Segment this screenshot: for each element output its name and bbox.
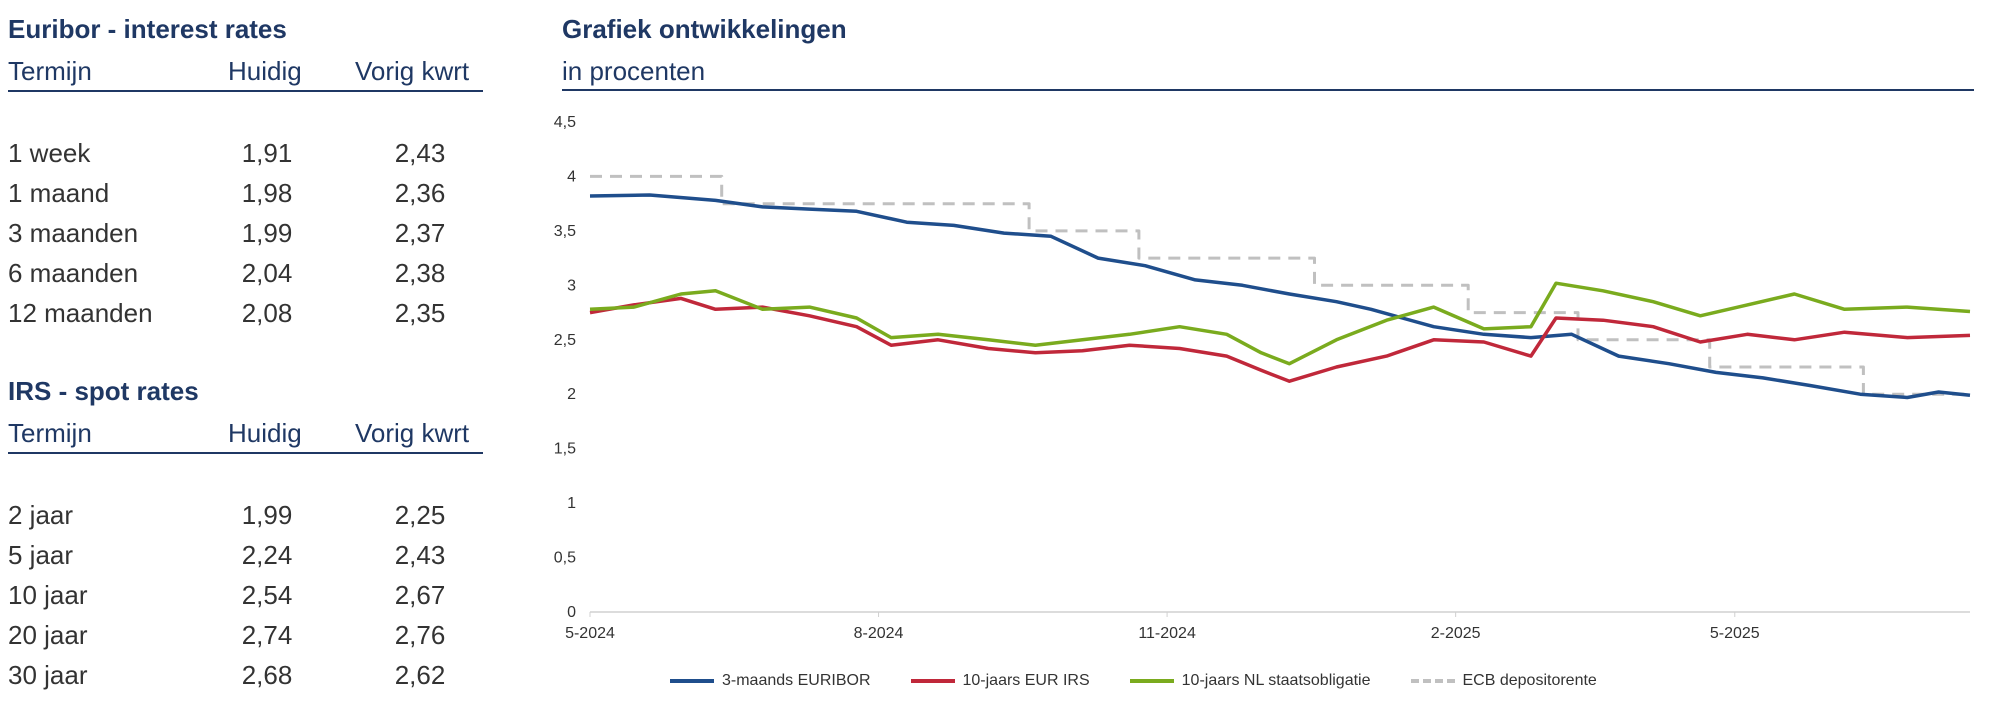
x-tick-label: 2-2025 — [1431, 625, 1481, 642]
current-cell: 2,04 — [241, 258, 293, 288]
legend-swatch — [910, 679, 955, 683]
y-tick-label: 4 — [567, 168, 576, 185]
legend-swatch — [1410, 679, 1455, 683]
x-tick-label: 5-2024 — [565, 625, 615, 642]
euribor-col-term: Termijn — [8, 56, 92, 86]
current-cell: 1,98 — [241, 178, 293, 208]
series-line-0 — [589, 193, 1971, 400]
term-cell: 12 maanden — [8, 298, 153, 328]
series-line-2 — [589, 281, 1971, 366]
current-cell: 1,99 — [241, 218, 293, 248]
irs-title: IRS - spot rates — [8, 376, 199, 406]
prev-cell: 2,43 — [394, 138, 446, 168]
irs-col-prev: Vorig kwrt — [355, 418, 470, 448]
term-cell: 20 jaar — [8, 620, 88, 650]
legend-item: ECB depositorente — [1410, 672, 1597, 690]
irs-col-term: Termijn — [8, 418, 92, 448]
euribor-title: Euribor - interest rates — [8, 14, 287, 44]
current-cell: 2,54 — [241, 580, 293, 610]
y-tick-label: 1 — [567, 495, 576, 512]
prev-cell: 2,25 — [394, 500, 446, 530]
term-cell: 3 maanden — [8, 218, 139, 248]
legend-label: ECB depositorente — [1462, 672, 1597, 689]
legend-swatch — [1129, 679, 1174, 683]
current-cell: 2,68 — [241, 660, 293, 690]
euribor-col-current: Huidig — [228, 56, 302, 86]
legend-item: 10-jaars EUR IRS — [910, 672, 1090, 690]
legend-label: 3-maands EURIBOR — [722, 672, 871, 689]
current-cell: 2,08 — [241, 298, 293, 328]
term-cell: 5 jaar — [8, 540, 74, 570]
prev-cell: 2,37 — [394, 218, 446, 248]
euribor-col-prev: Vorig kwrt — [355, 56, 470, 86]
x-tick-label: 8-2024 — [854, 625, 904, 642]
irs-header-rule — [8, 452, 483, 454]
prev-cell: 2,38 — [394, 258, 446, 288]
series-line-3 — [590, 174, 1970, 396]
legend-swatch — [670, 679, 714, 683]
y-tick-label: 2,5 — [554, 332, 576, 349]
prev-cell: 2,35 — [394, 298, 446, 328]
current-cell: 1,91 — [241, 138, 293, 168]
line-chart: 0 0,5 1 1,5 2 2,5 3 3,5 4 4,5 5-2024 8-2024 11-2024 2… — [554, 114, 1971, 642]
term-cell: 2 jaar — [8, 500, 74, 530]
current-cell: 1,99 — [241, 500, 293, 530]
prev-cell: 2,43 — [394, 540, 446, 570]
term-cell: 30 jaar — [8, 660, 88, 690]
chart-legend: 3-maands EURIBOR 10-jaars EUR IRS 10-jaars… — [670, 672, 1597, 690]
y-tick-label: 0,5 — [554, 550, 576, 567]
legend-label: 10-jaars NL staatsobligatie — [1181, 672, 1371, 689]
chart-title: Grafiek ontwikkelingen — [562, 14, 847, 44]
chart-subtitle: in procenten — [562, 56, 706, 86]
legend-item: 10-jaars NL staatsobligatie — [1129, 672, 1371, 690]
current-cell: 2,74 — [241, 620, 293, 650]
prev-cell: 2,76 — [394, 620, 446, 650]
y-tick-label: 2 — [567, 386, 576, 403]
y-tick-label: 4,5 — [554, 114, 576, 131]
series-line-1 — [589, 296, 1971, 383]
term-cell: 1 week — [8, 138, 91, 168]
term-cell: 1 maand — [8, 178, 110, 208]
y-tick-label: 0 — [567, 604, 576, 621]
x-tick-label: 5-2025 — [1710, 625, 1760, 642]
y-tick-label: 3,5 — [554, 223, 576, 240]
legend-label: 10-jaars EUR IRS — [962, 672, 1090, 689]
y-tick-label: 1,5 — [554, 441, 576, 458]
x-tick-label: 11-2024 — [1138, 625, 1196, 642]
legend-item: 3-maands EURIBOR — [670, 672, 871, 690]
term-cell: 10 jaar — [8, 580, 88, 610]
term-cell: 6 maanden — [8, 258, 139, 288]
euribor-header-rule — [8, 90, 483, 92]
prev-cell: 2,36 — [394, 178, 446, 208]
chart-header-rule — [562, 89, 1974, 91]
irs-col-current: Huidig — [228, 418, 302, 448]
y-tick-label: 3 — [567, 277, 576, 294]
prev-cell: 2,67 — [394, 580, 446, 610]
prev-cell: 2,62 — [394, 660, 446, 690]
current-cell: 2,24 — [241, 540, 293, 570]
